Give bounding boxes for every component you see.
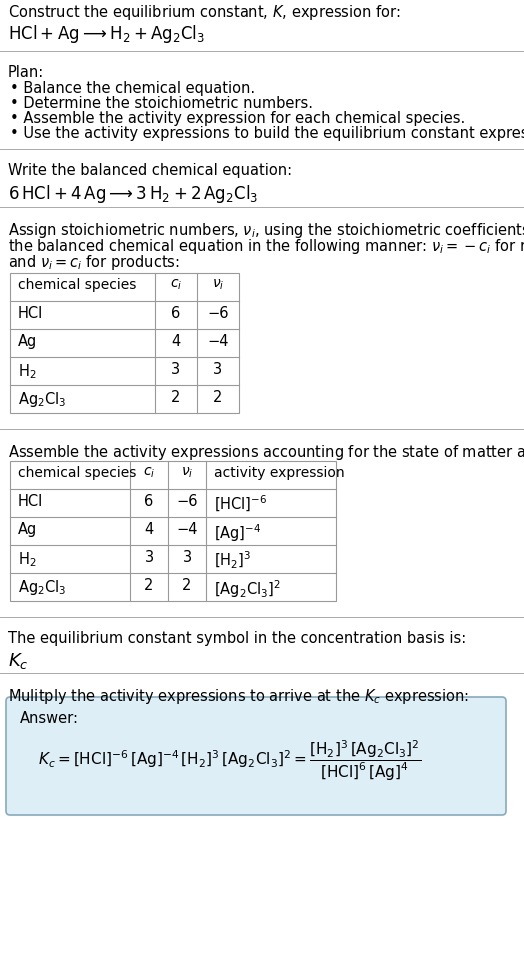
Text: 3: 3 [213, 362, 223, 377]
Text: the balanced chemical equation in the following manner: $\nu_i = -c_i$ for react: the balanced chemical equation in the fo… [8, 237, 524, 256]
Text: • Balance the chemical equation.: • Balance the chemical equation. [10, 81, 255, 96]
Text: 2: 2 [213, 390, 223, 405]
Text: $[\mathrm{Ag}]^{-4}$: $[\mathrm{Ag}]^{-4}$ [214, 522, 261, 544]
Text: Ag: Ag [18, 334, 37, 349]
Text: Construct the equilibrium constant, $K$, expression for:: Construct the equilibrium constant, $K$,… [8, 3, 401, 22]
Bar [10, 461, 336, 601]
Text: −6: −6 [176, 494, 198, 509]
Text: chemical species: chemical species [18, 466, 136, 480]
Text: 2: 2 [171, 390, 181, 405]
Text: activity expression: activity expression [214, 466, 345, 480]
Text: 2: 2 [144, 578, 154, 593]
Text: $c_i$: $c_i$ [170, 278, 182, 292]
Text: 4: 4 [171, 334, 181, 349]
Text: Plan:: Plan: [8, 65, 44, 80]
Text: −4: −4 [208, 334, 229, 349]
Text: Mulitply the activity expressions to arrive at the $K_c$ expression:: Mulitply the activity expressions to arr… [8, 687, 469, 706]
Text: $K_c$: $K_c$ [8, 651, 29, 671]
Text: $c_i$: $c_i$ [143, 466, 155, 480]
Text: Answer:: Answer: [20, 711, 79, 726]
Text: 6: 6 [145, 494, 154, 509]
Text: $\mathrm{HCl} + \mathrm{Ag} \longrightarrow \mathrm{H_2} + \mathrm{Ag_2Cl_3}$: $\mathrm{HCl} + \mathrm{Ag} \longrightar… [8, 23, 205, 45]
Text: $\mathrm{Ag_2Cl_3}$: $\mathrm{Ag_2Cl_3}$ [18, 390, 67, 409]
Text: $6\,\mathrm{HCl} + 4\,\mathrm{Ag} \longrightarrow 3\,\mathrm{H_2} + 2\,\mathrm{A: $6\,\mathrm{HCl} + 4\,\mathrm{Ag} \longr… [8, 183, 258, 205]
Text: and $\nu_i = c_i$ for products:: and $\nu_i = c_i$ for products: [8, 253, 180, 272]
FancyBboxPatch shape [6, 697, 506, 815]
Text: $[\mathrm{HCl}]^{-6}$: $[\mathrm{HCl}]^{-6}$ [214, 494, 267, 514]
Text: $\nu_i$: $\nu_i$ [181, 466, 193, 480]
Text: $\mathrm{Ag_2Cl_3}$: $\mathrm{Ag_2Cl_3}$ [18, 578, 67, 597]
Text: −6: −6 [208, 306, 229, 321]
Text: Ag: Ag [18, 522, 37, 537]
Text: 6: 6 [171, 306, 181, 321]
Text: chemical species: chemical species [18, 278, 136, 292]
Text: 3: 3 [171, 362, 181, 377]
Text: • Assemble the activity expression for each chemical species.: • Assemble the activity expression for e… [10, 111, 465, 126]
Text: HCl: HCl [18, 306, 43, 321]
Text: • Use the activity expressions to build the equilibrium constant expression.: • Use the activity expressions to build … [10, 126, 524, 141]
Text: $K_c = [\mathrm{HCl}]^{-6}\,[\mathrm{Ag}]^{-4}\,[\mathrm{H_2}]^{3}\,[\mathrm{Ag_: $K_c = [\mathrm{HCl}]^{-6}\,[\mathrm{Ag}… [38, 739, 421, 784]
Text: 2: 2 [182, 578, 192, 593]
Text: $\mathrm{H_2}$: $\mathrm{H_2}$ [18, 550, 37, 569]
Text: $[\mathrm{Ag_2Cl_3}]^{2}$: $[\mathrm{Ag_2Cl_3}]^{2}$ [214, 578, 281, 599]
Text: $\nu_i$: $\nu_i$ [212, 278, 224, 292]
Text: The equilibrium constant symbol in the concentration basis is:: The equilibrium constant symbol in the c… [8, 631, 466, 646]
Bar [10, 273, 239, 413]
Text: Write the balanced chemical equation:: Write the balanced chemical equation: [8, 163, 292, 178]
Text: 4: 4 [145, 522, 154, 537]
Text: 3: 3 [145, 550, 154, 565]
Text: • Determine the stoichiometric numbers.: • Determine the stoichiometric numbers. [10, 96, 313, 111]
Text: HCl: HCl [18, 494, 43, 509]
Text: $[\mathrm{H_2}]^{3}$: $[\mathrm{H_2}]^{3}$ [214, 550, 252, 572]
Text: 3: 3 [182, 550, 192, 565]
Text: −4: −4 [176, 522, 198, 537]
Text: Assign stoichiometric numbers, $\nu_i$, using the stoichiometric coefficients, $: Assign stoichiometric numbers, $\nu_i$, … [8, 221, 524, 240]
Text: Assemble the activity expressions accounting for the state of matter and $\nu_i$: Assemble the activity expressions accoun… [8, 443, 524, 462]
Text: $\mathrm{H_2}$: $\mathrm{H_2}$ [18, 362, 37, 381]
